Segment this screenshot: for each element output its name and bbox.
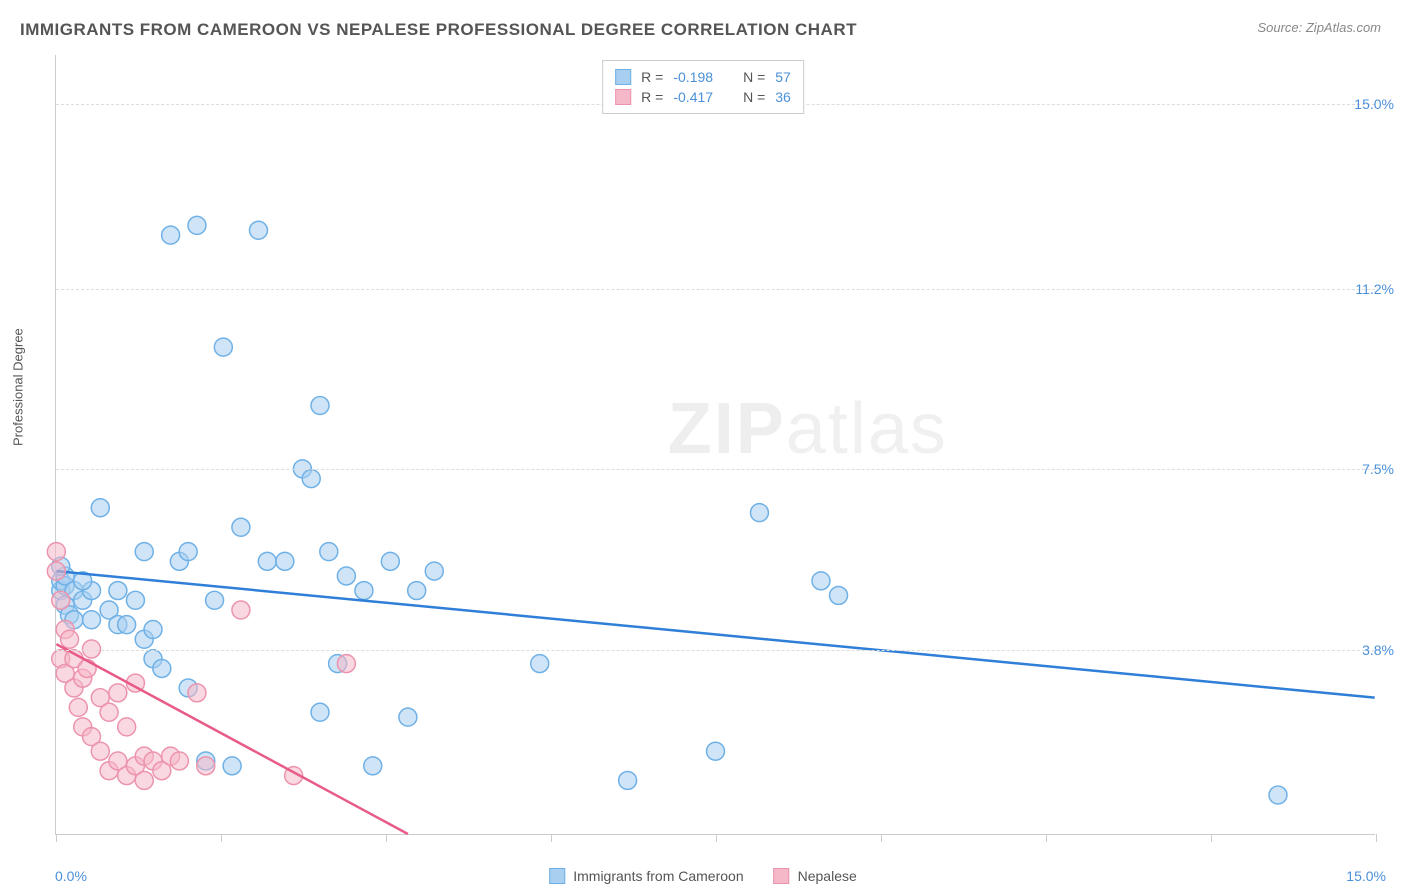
source-attribution: Source: ZipAtlas.com [1257, 20, 1381, 35]
x-tick [716, 834, 717, 842]
legend-r-label: R = [641, 69, 663, 85]
data-point [61, 630, 79, 648]
data-point [276, 552, 294, 570]
x-axis-max-label: 15.0% [1346, 868, 1386, 884]
correlation-legend: R = -0.198 N = 57 R = -0.417 N = 36 [602, 60, 804, 114]
data-point [311, 703, 329, 721]
data-point [1269, 786, 1287, 804]
y-tick-label: 15.0% [1354, 96, 1394, 112]
chart-title: IMMIGRANTS FROM CAMEROON VS NEPALESE PRO… [20, 20, 857, 40]
data-point [179, 543, 197, 561]
legend-n-label: N = [743, 69, 765, 85]
data-point [118, 718, 136, 736]
data-point [830, 586, 848, 604]
legend-item: Immigrants from Cameroon [549, 868, 743, 884]
trend-line [56, 571, 1374, 698]
legend-swatch [774, 868, 790, 884]
data-point [707, 742, 725, 760]
data-point [100, 703, 118, 721]
data-point [69, 698, 87, 716]
data-point [206, 591, 224, 609]
data-point [109, 582, 127, 600]
data-point [188, 684, 206, 702]
data-point [144, 621, 162, 639]
data-point [232, 601, 250, 619]
data-point [812, 572, 830, 590]
legend-label: Nepalese [798, 868, 857, 884]
data-point [170, 752, 188, 770]
legend-n-value: 57 [775, 69, 791, 85]
data-point [83, 611, 101, 629]
trend-line [56, 644, 408, 834]
y-tick-label: 11.2% [1355, 281, 1394, 297]
data-point [52, 591, 70, 609]
x-tick [1046, 834, 1047, 842]
x-tick [881, 834, 882, 842]
data-point [47, 562, 65, 580]
x-axis-min-label: 0.0% [55, 868, 87, 884]
plot-area: ZIPatlas [55, 55, 1375, 835]
y-tick-label: 7.5% [1362, 461, 1394, 477]
legend-r-value: -0.198 [673, 69, 713, 85]
data-point [320, 543, 338, 561]
data-point [302, 470, 320, 488]
data-point [78, 659, 96, 677]
gridline [56, 469, 1375, 470]
data-point [355, 582, 373, 600]
data-point [750, 504, 768, 522]
data-point [399, 708, 417, 726]
data-point [188, 216, 206, 234]
data-point [337, 567, 355, 585]
y-tick-label: 3.8% [1362, 642, 1394, 658]
data-point [425, 562, 443, 580]
x-tick [221, 834, 222, 842]
y-axis-label: Professional Degree [11, 328, 26, 446]
data-point [162, 226, 180, 244]
data-point [91, 742, 109, 760]
data-point [47, 543, 65, 561]
legend-row: R = -0.198 N = 57 [615, 67, 791, 87]
x-tick [56, 834, 57, 842]
data-point [232, 518, 250, 536]
legend-swatch [615, 69, 631, 85]
data-point [258, 552, 276, 570]
legend-swatch [615, 89, 631, 105]
legend-label: Immigrants from Cameroon [573, 868, 743, 884]
gridline [56, 650, 1375, 651]
legend-r-value: -0.417 [673, 89, 713, 105]
x-tick [551, 834, 552, 842]
legend-item: Nepalese [774, 868, 857, 884]
x-tick [1211, 834, 1212, 842]
legend-swatch [549, 868, 565, 884]
data-point [109, 684, 127, 702]
legend-n-value: 36 [775, 89, 791, 105]
data-point [223, 757, 241, 775]
data-point [364, 757, 382, 775]
gridline [56, 289, 1375, 290]
data-point [118, 616, 136, 634]
legend-r-label: R = [641, 89, 663, 105]
data-point [197, 757, 215, 775]
data-point [531, 655, 549, 673]
chart-svg [56, 55, 1375, 834]
data-point [408, 582, 426, 600]
data-point [311, 397, 329, 415]
data-point [153, 659, 171, 677]
x-tick [386, 834, 387, 842]
series-legend: Immigrants from Cameroon Nepalese [549, 868, 857, 884]
data-point [135, 543, 153, 561]
legend-row: R = -0.417 N = 36 [615, 87, 791, 107]
chart-container: IMMIGRANTS FROM CAMEROON VS NEPALESE PRO… [0, 0, 1406, 892]
legend-n-label: N = [743, 89, 765, 105]
data-point [249, 221, 267, 239]
data-point [381, 552, 399, 570]
data-point [135, 771, 153, 789]
x-tick [1376, 834, 1377, 842]
data-point [214, 338, 232, 356]
data-point [619, 771, 637, 789]
data-point [91, 499, 109, 517]
data-point [126, 591, 144, 609]
data-point [337, 655, 355, 673]
